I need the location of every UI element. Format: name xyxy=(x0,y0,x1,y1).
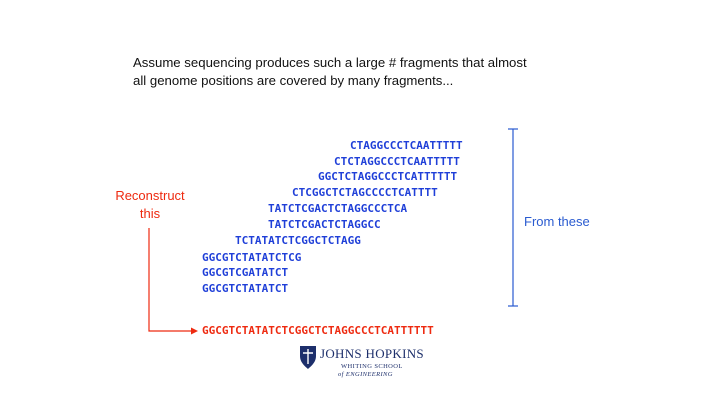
fragment-read: CTCGGCTCTAGCCCCTCATTTT xyxy=(292,186,438,199)
logo-engineering: of ENGINEERING xyxy=(338,371,393,378)
fragment-read: TCTATATCTCGGCTCTAGG xyxy=(235,234,361,247)
fragment-read: GGCGTCGATATCT xyxy=(202,266,289,279)
fragment-read: GGCGTCTATATCTCG xyxy=(202,251,302,264)
fragment-read: TATCTCGACTCTAGGCCCTCA xyxy=(268,202,408,215)
fragment-read: CTCTAGGCCCTCAATTTTT xyxy=(334,155,460,168)
jhu-logo: JOHNS HOPKINS WHITING SCHOOL of ENGINEER… xyxy=(298,344,438,384)
intro-text: Assume sequencing produces such a large … xyxy=(133,54,613,90)
intro-line-2: all genome positions are covered by many… xyxy=(133,73,454,88)
fragment-read: TATCTCGACTCTAGGCC xyxy=(268,218,381,231)
fragment-read: GGCGTCTATATCT xyxy=(202,282,289,295)
fragment-read: GGCTCTAGGCCCTCATTTTTT xyxy=(318,170,458,183)
logo-school: WHITING SCHOOL xyxy=(341,363,403,370)
logo-name: JOHNS HOPKINS xyxy=(320,346,424,361)
from-these-label: From these xyxy=(524,214,590,229)
reconstruct-arrow-line xyxy=(148,228,192,332)
genome-sequence: GGCGTCTATATCTCGGCTCTAGGCCCTCATTTTTT xyxy=(202,324,434,337)
jhu-shield-icon xyxy=(300,346,316,369)
intro-line-1: Assume sequencing produces such a large … xyxy=(133,55,527,70)
fragment-read: CTAGGCCCTCAATTTTT xyxy=(350,139,463,152)
reconstruct-label: Reconstruct this xyxy=(115,188,185,221)
reconstruct-arrow-head xyxy=(191,327,198,335)
